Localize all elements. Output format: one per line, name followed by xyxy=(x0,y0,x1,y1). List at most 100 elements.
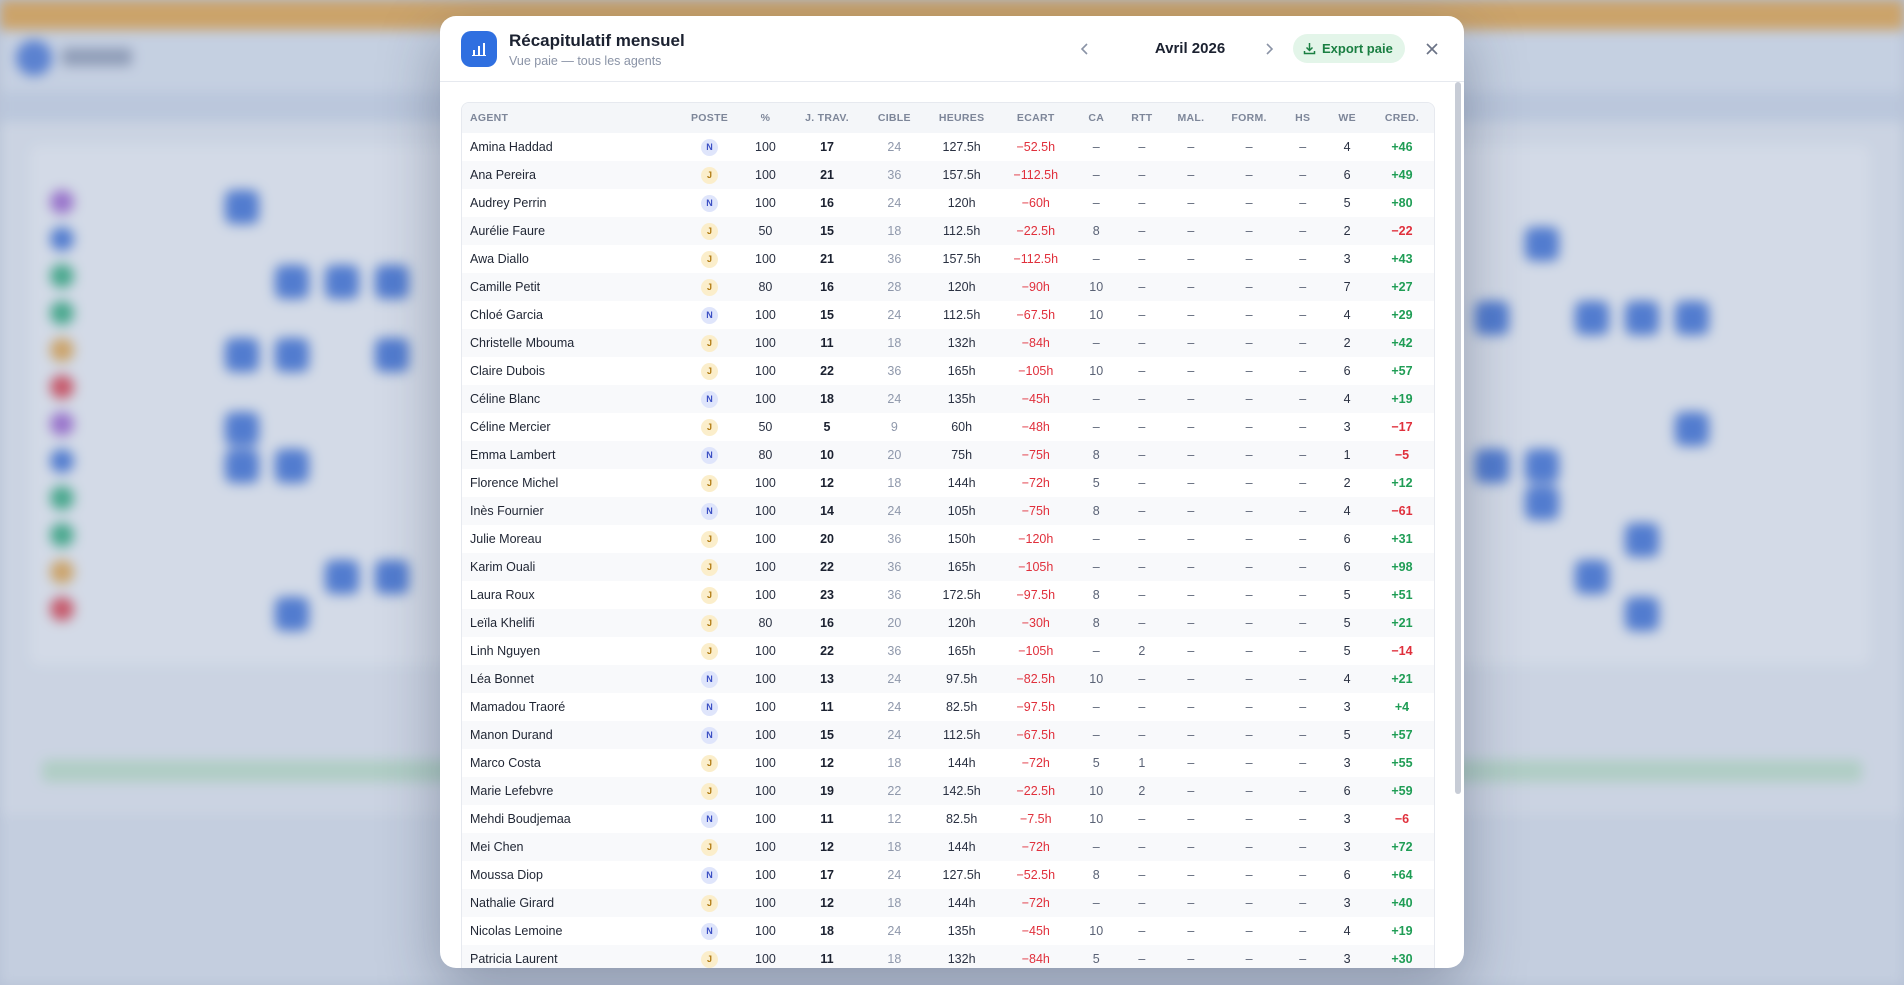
cell-training: – xyxy=(1245,196,1253,210)
table-row[interactable]: Karim Ouali J 100 22 36 165h −105h – – – – – 6 +98 xyxy=(462,553,1434,581)
cell-ca: – xyxy=(1092,728,1100,742)
cell-percent: 80 xyxy=(758,616,773,630)
cell-target-days: 20 xyxy=(887,616,902,630)
cell-sick: – xyxy=(1187,672,1195,686)
column-header-poste: POSTE xyxy=(691,112,729,124)
cell-poste-badge: N xyxy=(679,693,741,721)
table-row[interactable]: Nathalie Girard J 100 12 18 144h −72h – – – – – 3 +40 xyxy=(462,889,1434,917)
poste-badge: N xyxy=(701,138,719,156)
table-row[interactable]: Amina Haddad N 100 17 24 127.5h −52.5h – – – – – 4 +4… xyxy=(462,133,1434,161)
cell-agent-name: Laura Roux xyxy=(470,588,535,602)
table-scrollbar[interactable] xyxy=(1455,82,1461,794)
cell-sick: – xyxy=(1187,392,1195,406)
table-row[interactable]: Mehdi Boudjemaa N 100 11 12 82.5h −7.5h 10 – – – – 3… xyxy=(462,805,1434,833)
table-row[interactable]: Léa Bonnet N 100 13 24 97.5h −82.5h 10 – – – – 4 +21 xyxy=(462,665,1434,693)
poste-badge: J xyxy=(701,642,719,660)
table-row[interactable]: Florence Michel J 100 12 18 144h −72h 5 – – – – 2 +12 xyxy=(462,469,1434,497)
cell-ca: – xyxy=(1092,644,1100,658)
table-row[interactable]: Inès Fournier N 100 14 24 105h −75h 8 – – – – 4 −61 xyxy=(462,497,1434,525)
cell-poste-badge: J xyxy=(679,329,741,357)
cell-hours: 144h xyxy=(947,756,976,770)
table-row[interactable]: Patricia Laurent J 100 11 18 132h −84h 5 – – – – 3 +3… xyxy=(462,945,1434,968)
download-icon xyxy=(1303,43,1316,55)
chevron-left-icon[interactable] xyxy=(1076,40,1094,58)
poste-badge: N xyxy=(701,866,719,884)
bar-chart-icon xyxy=(461,31,497,67)
poste-badge: J xyxy=(701,362,719,380)
background-avatar xyxy=(50,560,74,584)
poste-badge: J xyxy=(701,250,719,268)
cell-overtime: – xyxy=(1299,280,1307,294)
table-row[interactable]: Ana Pereira J 100 21 36 157.5h −112.5h – – – – – 6 +4… xyxy=(462,161,1434,189)
background-shift xyxy=(225,190,259,224)
cell-weekend: 3 xyxy=(1343,756,1351,770)
cell-credit: +40 xyxy=(1391,896,1413,910)
cell-percent: 100 xyxy=(755,504,776,518)
export-button-label: Export paie xyxy=(1322,41,1393,56)
cell-overtime: – xyxy=(1299,448,1307,462)
table-row[interactable]: Chloé Garcia N 100 15 24 112.5h −67.5h 10 – – – – 4 +… xyxy=(462,301,1434,329)
modal-title: Récapitulatif mensuel xyxy=(509,31,685,50)
cell-sick: – xyxy=(1187,952,1195,966)
poste-badge: J xyxy=(701,530,719,548)
cell-overtime: – xyxy=(1299,896,1307,910)
cell-percent: 100 xyxy=(755,364,776,378)
table-row[interactable]: Julie Moreau J 100 20 36 150h −120h – – – – – 6 +31 xyxy=(462,525,1434,553)
summary-table-container[interactable]: AGENT POSTE % J. TRAV. CIBLE HEURES ECAR… xyxy=(461,102,1435,968)
table-row[interactable]: Marco Costa J 100 12 18 144h −72h 5 1 – – – 3 +55 xyxy=(462,749,1434,777)
cell-sick: – xyxy=(1187,448,1195,462)
table-row[interactable]: Camille Petit J 80 16 28 120h −90h 10 – – – – 7 +27 xyxy=(462,273,1434,301)
cell-credit: +98 xyxy=(1391,560,1413,574)
table-row[interactable]: Céline Blanc N 100 18 24 135h −45h – – – – – 4 +19 xyxy=(462,385,1434,413)
column-header-percent: % xyxy=(760,112,771,124)
close-icon[interactable] xyxy=(1422,39,1442,59)
cell-percent: 100 xyxy=(755,952,776,966)
cell-ca: 8 xyxy=(1092,224,1100,238)
table-row[interactable]: Linh Nguyen J 100 22 36 165h −105h – 2 – – – 5 −14 xyxy=(462,637,1434,665)
export-payroll-button[interactable]: Export paie xyxy=(1293,34,1405,63)
table-row[interactable]: Manon Durand N 100 15 24 112.5h −67.5h – – – – – 5 +5… xyxy=(462,721,1434,749)
table-row[interactable]: Mei Chen J 100 12 18 144h −72h – – – – – 3 +72 xyxy=(462,833,1434,861)
cell-weekend: 6 xyxy=(1343,364,1351,378)
cell-percent: 100 xyxy=(755,196,776,210)
table-row[interactable]: Nicolas Lemoine N 100 18 24 135h −45h 10 – – – – 4 +1… xyxy=(462,917,1434,945)
cell-overtime: – xyxy=(1299,224,1307,238)
cell-weekend: 2 xyxy=(1343,476,1351,490)
table-row[interactable]: Awa Diallo J 100 21 36 157.5h −112.5h – – – – – 3 +43 xyxy=(462,245,1434,273)
cell-worked-days: 11 xyxy=(820,336,834,350)
table-row[interactable]: Marie Lefebvre J 100 19 22 142.5h −22.5h 10 2 – – –… xyxy=(462,777,1434,805)
cell-agent-name: Emma Lambert xyxy=(470,448,556,462)
cell-agent-name: Audrey Perrin xyxy=(470,196,547,210)
cell-overtime: – xyxy=(1299,504,1307,518)
cell-sick: – xyxy=(1187,336,1195,350)
table-row[interactable]: Laura Roux J 100 23 36 172.5h −97.5h 8 – – – – 5 +51 xyxy=(462,581,1434,609)
table-row[interactable]: Moussa Diop N 100 17 24 127.5h −52.5h 8 – – – – 6 +64 xyxy=(462,861,1434,889)
cell-percent: 100 xyxy=(755,756,776,770)
table-row[interactable]: Emma Lambert N 80 10 20 75h −75h 8 – – – – 1 −5 xyxy=(462,441,1434,469)
cell-overtime: – xyxy=(1299,420,1307,434)
table-row[interactable]: Céline Mercier J 50 5 9 60h −48h – – – – – 3 −17 xyxy=(462,413,1434,441)
cell-hours: 132h xyxy=(947,952,976,966)
cell-rtt: – xyxy=(1138,840,1146,854)
cell-gap: −22.5h xyxy=(1016,784,1056,798)
poste-badge: N xyxy=(701,194,719,212)
cell-sick: – xyxy=(1187,812,1195,826)
poste-badge: N xyxy=(701,502,719,520)
poste-badge: J xyxy=(701,614,719,632)
chevron-right-icon[interactable] xyxy=(1260,40,1278,58)
table-row[interactable]: Leïla Khelifi J 80 16 20 120h −30h 8 – – – – 5 +21 xyxy=(462,609,1434,637)
table-row[interactable]: Mamadou Traoré N 100 11 24 82.5h −97.5h – – – – – 3 +… xyxy=(462,693,1434,721)
cell-poste-badge: J xyxy=(679,525,741,553)
table-row[interactable]: Audrey Perrin N 100 16 24 120h −60h – – – – – 5 +80 xyxy=(462,189,1434,217)
cell-poste-badge: N xyxy=(679,133,741,161)
cell-overtime: – xyxy=(1299,308,1307,322)
cell-weekend: 4 xyxy=(1343,392,1351,406)
cell-rtt: – xyxy=(1138,952,1146,966)
cell-overtime: – xyxy=(1299,840,1307,854)
cell-credit: −22 xyxy=(1391,224,1413,238)
table-row[interactable]: Aurélie Faure J 50 15 18 112.5h −22.5h 8 – – – – 2 −2… xyxy=(462,217,1434,245)
table-row[interactable]: Christelle Mbouma J 100 11 18 132h −84h – – – – – 2 +… xyxy=(462,329,1434,357)
cell-weekend: 3 xyxy=(1343,252,1351,266)
table-body: Amina Haddad N 100 17 24 127.5h −52.5h – – – – –4 +4… xyxy=(462,133,1434,968)
table-row[interactable]: Claire Dubois J 100 22 36 165h −105h 10 – – – – 6 +57 xyxy=(462,357,1434,385)
